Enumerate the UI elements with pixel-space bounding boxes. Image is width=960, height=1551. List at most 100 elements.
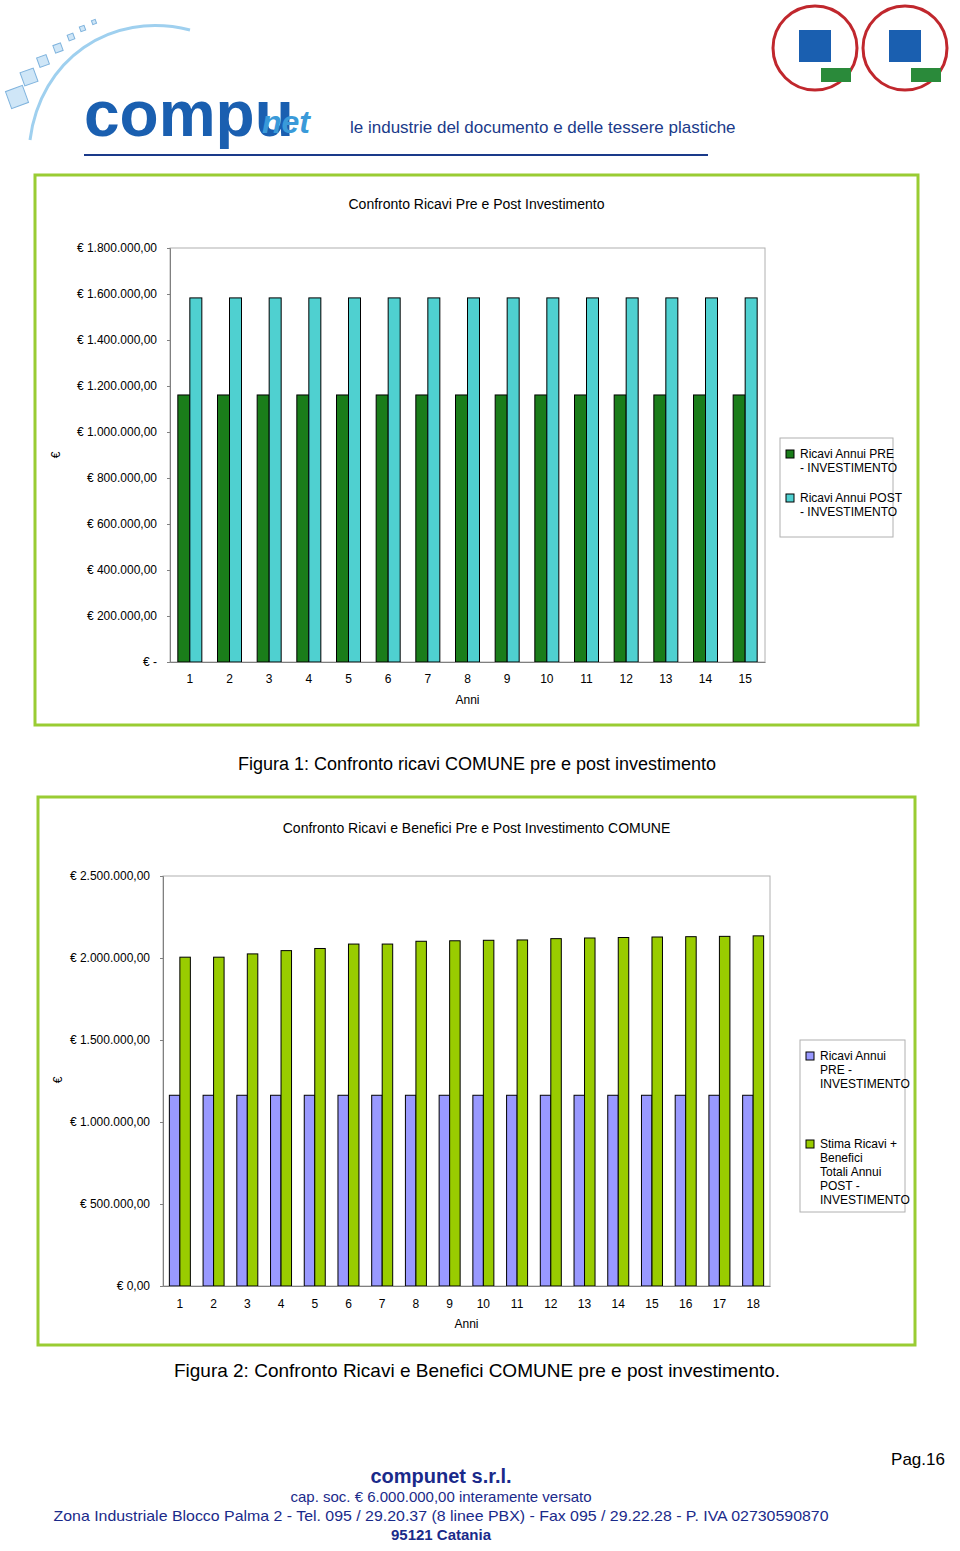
- page-number: Pag.16: [891, 1450, 945, 1469]
- bars: [169, 936, 763, 1286]
- tick-mark: [160, 1122, 163, 1123]
- bar: [416, 941, 427, 1286]
- tick-mark: [167, 478, 170, 479]
- tick-label: 12: [544, 1297, 558, 1311]
- bar: [547, 298, 559, 662]
- y-tick: € 1.000.000,00: [77, 425, 170, 439]
- footer-capital: cap. soc. € 6.000.000,00 interamente ver…: [290, 1488, 591, 1505]
- y-tick: € 1.200.000,00: [77, 379, 170, 393]
- legend-line: Ricavi Annui PRE: [800, 447, 894, 461]
- x-tick: 11: [580, 662, 593, 686]
- bar: [694, 395, 706, 662]
- tick-label: 6: [345, 1297, 352, 1311]
- tick-label: 14: [699, 672, 713, 686]
- x-tick: 8: [413, 1286, 420, 1311]
- y-tick: € 600.000,00: [87, 517, 170, 531]
- bar: [641, 1095, 652, 1286]
- tick-label: 7: [424, 672, 431, 686]
- y-tick: € 2.000.000,00: [70, 951, 163, 965]
- bar: [614, 395, 626, 662]
- bar: [654, 395, 666, 662]
- tick-mark: [160, 1204, 163, 1205]
- y-tick: € 1.400.000,00: [77, 333, 170, 347]
- tick-label: 4: [278, 1297, 285, 1311]
- bar: [349, 298, 361, 662]
- tick-label: 15: [645, 1297, 659, 1311]
- x-tick: 7: [379, 1286, 386, 1311]
- header: compunetle industrie del documento e del…: [5, 6, 947, 155]
- x-tick: 1: [186, 662, 193, 686]
- bar: [178, 395, 190, 662]
- x-tick: 9: [446, 1286, 453, 1311]
- tick-label: € 1.200.000,00: [77, 379, 157, 393]
- figure-caption: Figura 1: Confronto ricavi COMUNE pre e …: [238, 754, 716, 774]
- footer-address: Zona Industriale Blocco Palma 2 - Tel. 0…: [54, 1507, 829, 1524]
- legend-line: Ricavi Annui POST: [800, 491, 903, 505]
- plot-area: [170, 248, 765, 662]
- footer-company: compunet s.r.l.: [370, 1465, 511, 1487]
- series: [190, 298, 757, 662]
- logo-decoration: [37, 55, 50, 68]
- bar: [686, 937, 697, 1286]
- bar: [247, 954, 257, 1286]
- x-tick: 15: [645, 1286, 659, 1311]
- bar: [388, 298, 400, 662]
- bar: [450, 941, 461, 1286]
- chart-title: Confronto Ricavi Pre e Post Investimento: [348, 196, 604, 212]
- tick-mark: [167, 662, 170, 663]
- tick-label: 5: [345, 672, 352, 686]
- bar: [575, 395, 587, 662]
- tick-mark: [167, 616, 170, 617]
- bar: [495, 395, 507, 662]
- x-tick: 3: [244, 1286, 251, 1311]
- tick-label: € 200.000,00: [87, 609, 157, 623]
- x-tick: 13: [659, 662, 673, 686]
- tick-label: € -: [143, 655, 157, 669]
- bar: [540, 1095, 551, 1286]
- bar: [337, 395, 349, 662]
- x-tick: 18: [746, 1286, 760, 1311]
- tick-label: 1: [177, 1297, 184, 1311]
- legend-swatch: [806, 1052, 814, 1060]
- y-tick: € 0,00: [117, 1279, 163, 1293]
- certification-mark: [911, 68, 941, 82]
- x-tick: 14: [699, 662, 713, 686]
- legend-box: [800, 1040, 905, 1212]
- tick-mark: [160, 1040, 163, 1041]
- bar: [203, 1095, 214, 1286]
- tick-label: 2: [226, 672, 233, 686]
- page: compunetle industrie del documento e del…: [0, 0, 960, 1551]
- legend-swatch: [806, 1140, 814, 1148]
- y-axis: € 0,00€ 500.000,00€ 1.000.000,00€ 1.500.…: [70, 869, 164, 1293]
- y-tick: € 500.000,00: [80, 1197, 163, 1211]
- bar: [468, 298, 480, 662]
- bar: [706, 298, 718, 662]
- bar: [507, 298, 519, 662]
- bar: [348, 944, 359, 1286]
- tick-label: 10: [477, 1297, 491, 1311]
- y-tick: € 1.800.000,00: [77, 241, 170, 255]
- tick-mark: [160, 1286, 163, 1287]
- logo-suffix: net: [262, 104, 311, 140]
- x-tick: 12: [544, 1286, 558, 1311]
- tick-mark: [167, 294, 170, 295]
- bar: [618, 938, 629, 1287]
- bar: [675, 1095, 686, 1286]
- legend-line: Ricavi Annui: [820, 1049, 886, 1063]
- tick-mark: [167, 432, 170, 433]
- footer: Pag.16 compunet s.r.l.cap. soc. € 6.000.0…: [54, 1450, 945, 1543]
- y-axis-label: €: [49, 451, 63, 458]
- logo-decoration: [91, 19, 96, 24]
- tick-label: 5: [311, 1297, 318, 1311]
- background: [0, 0, 960, 1551]
- tick-label: 18: [746, 1297, 760, 1311]
- x-tick: 5: [311, 1286, 318, 1311]
- bar: [315, 948, 326, 1286]
- tick-mark: [167, 570, 170, 571]
- bar: [666, 298, 678, 662]
- tick-label: € 1.400.000,00: [77, 333, 157, 347]
- bar: [281, 951, 292, 1286]
- legend-line: Stima Ricavi +: [820, 1137, 897, 1151]
- bar: [230, 298, 242, 662]
- x-tick: 6: [385, 662, 392, 686]
